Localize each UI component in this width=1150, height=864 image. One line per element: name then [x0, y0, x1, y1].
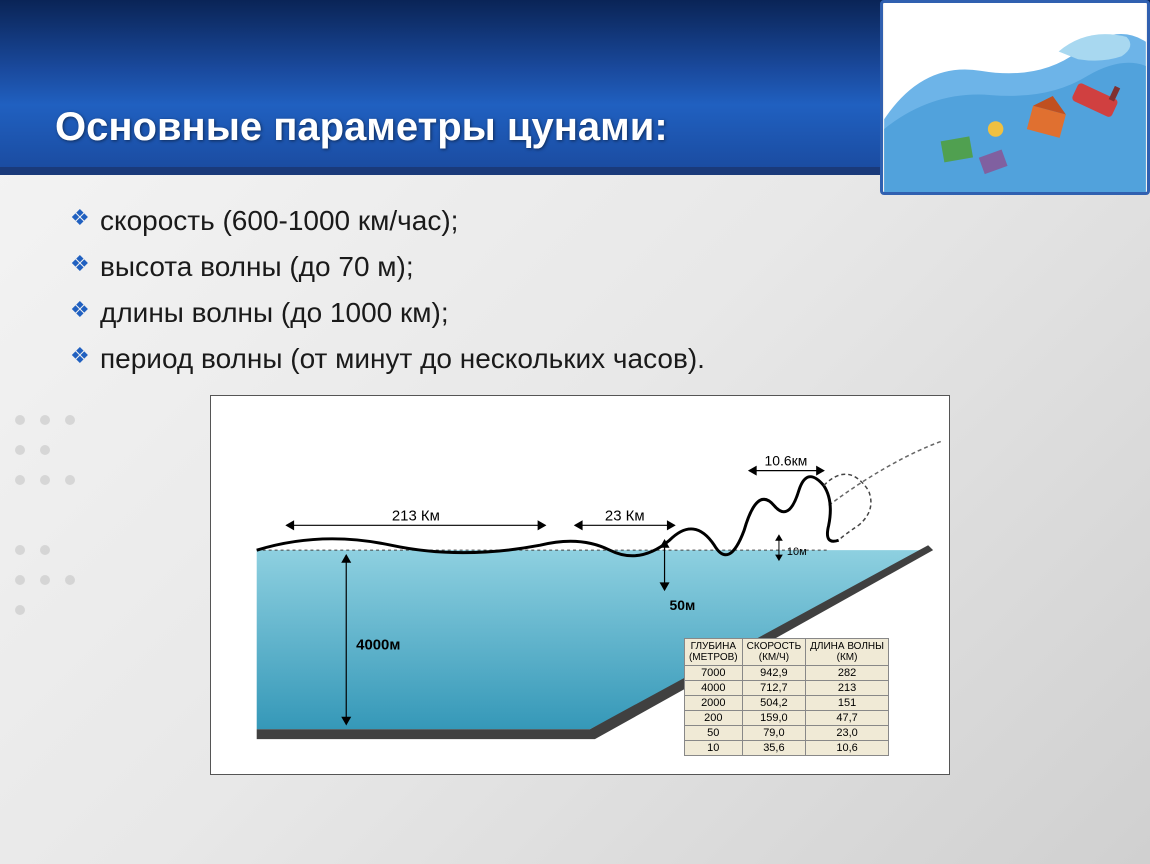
- table-row: 5079,023,0: [684, 726, 888, 741]
- table-row: 1035,610,6: [684, 741, 888, 756]
- depth-4000-label: 4000м: [356, 637, 400, 654]
- tsunami-cartoon-icon: [883, 3, 1147, 192]
- table-row: 2000504,2151: [684, 696, 888, 711]
- depth-speed-table: ГЛУБИНА(МЕТРОВ) СКОРОСТЬ(КМ/Ч) ДЛИНА ВОЛ…: [684, 638, 889, 756]
- height-10-label: 10м: [787, 546, 807, 558]
- slide-title: Основные параметры цунами:: [55, 105, 668, 150]
- table-row: 7000942,9282: [684, 666, 888, 681]
- wavelength-106-label: 10.6км: [765, 453, 808, 469]
- parameters-list: скорость (600-1000 км/час); высота волны…: [70, 205, 1090, 375]
- height-50-label: 50м: [670, 597, 696, 613]
- table-header: ГЛУБИНА(МЕТРОВ): [684, 639, 742, 666]
- decorative-dots: [0, 400, 100, 700]
- list-item: высота волны (до 70 м);: [70, 251, 1090, 283]
- table-row: 4000712,7213: [684, 681, 888, 696]
- list-item: длины волны (до 1000 км);: [70, 297, 1090, 329]
- content-area: скорость (600-1000 км/час); высота волны…: [0, 175, 1150, 795]
- wavelength-23-label: 23 Км: [605, 507, 645, 524]
- wavelength-213-label: 213 Км: [392, 507, 440, 524]
- list-item: период волны (от минут до нескольких час…: [70, 343, 1090, 375]
- tsunami-diagram: 213 Км 23 Км 10.6км 50м: [210, 395, 950, 775]
- table-header: ДЛИНА ВОЛНЫ(КМ): [806, 639, 889, 666]
- table-header: СКОРОСТЬ(КМ/Ч): [742, 639, 806, 666]
- table-row: 200159,047,7: [684, 711, 888, 726]
- corner-illustration: [880, 0, 1150, 195]
- list-item: скорость (600-1000 км/час);: [70, 205, 1090, 237]
- table-body: 7000942,9282 4000712,7213 2000504,2151 2…: [684, 666, 888, 756]
